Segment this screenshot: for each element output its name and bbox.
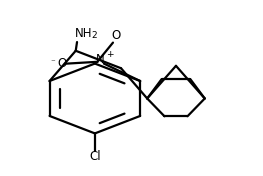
Text: 2: 2 xyxy=(92,32,97,40)
Text: O: O xyxy=(111,29,120,42)
Text: +: + xyxy=(106,50,114,59)
Text: ⁻: ⁻ xyxy=(51,59,55,68)
Text: N: N xyxy=(95,53,104,66)
Text: O: O xyxy=(57,57,66,70)
Text: NH: NH xyxy=(74,27,92,40)
Text: Cl: Cl xyxy=(89,150,101,164)
